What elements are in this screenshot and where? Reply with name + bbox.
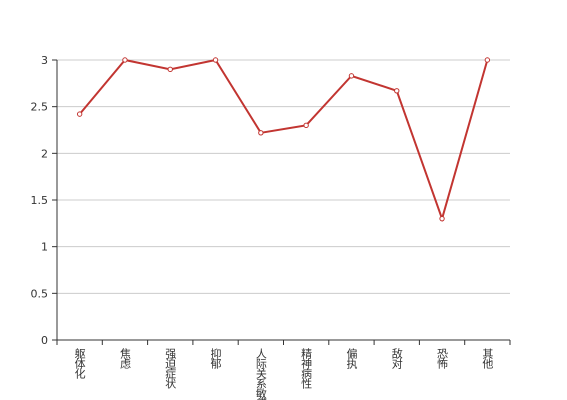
line — [78, 58, 489, 222]
y-tick-label: 1.5 — [31, 194, 49, 207]
x-tick-label: 其他 — [481, 348, 494, 369]
x-tick-label: 焦虑 — [118, 348, 131, 369]
y-tick-label: 1 — [41, 241, 48, 254]
x-tick-label: 躯体化 — [73, 348, 86, 380]
x-tick-label: 敌对 — [390, 347, 403, 369]
point — [394, 88, 400, 94]
point — [258, 130, 264, 136]
point — [122, 57, 128, 63]
point — [76, 111, 83, 117]
point — [303, 122, 309, 129]
point — [439, 215, 445, 222]
x-tick-label: 恐怖 — [436, 348, 449, 369]
x-tick-label: 人际关系敏感 — [254, 348, 267, 400]
y-tick-label: 2.5 — [31, 101, 49, 114]
x-tick-label: 偏执 — [345, 347, 358, 370]
point — [484, 57, 491, 63]
x-tick-label: 强迫症状 — [164, 348, 177, 389]
y-tick-label: 3 — [41, 54, 48, 67]
y-tick-label: 2 — [41, 147, 48, 160]
y-tick-label: 0.5 — [31, 287, 49, 300]
x-tick-label: 精神病性 — [300, 348, 313, 390]
point — [167, 66, 173, 73]
x-tick-label: 抑郁 — [209, 347, 222, 369]
point — [348, 73, 355, 79]
y-tick-label: 0 — [41, 334, 48, 347]
point — [212, 57, 219, 63]
